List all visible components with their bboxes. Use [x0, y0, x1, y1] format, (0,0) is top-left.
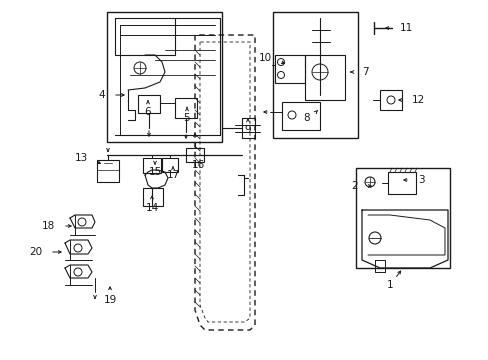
Text: 9: 9 [244, 125, 251, 135]
Text: 17: 17 [166, 170, 179, 180]
Text: 12: 12 [411, 95, 425, 105]
Bar [185, 148, 203, 162]
Bar [162, 158, 178, 172]
Text: 10: 10 [258, 53, 271, 63]
Text: 13: 13 [75, 153, 88, 163]
Bar [97, 160, 119, 182]
Bar [379, 90, 401, 110]
Bar [272, 12, 357, 138]
Text: 19: 19 [103, 295, 116, 305]
Text: 16: 16 [191, 160, 204, 170]
Text: 20: 20 [29, 247, 42, 257]
Bar [138, 95, 160, 113]
Text: 5: 5 [183, 113, 190, 123]
Text: 11: 11 [399, 23, 412, 33]
Text: 8: 8 [303, 113, 309, 123]
Text: 1: 1 [386, 280, 392, 290]
Bar [387, 172, 415, 194]
Text: 4: 4 [98, 90, 105, 100]
Text: 3: 3 [417, 175, 424, 185]
Bar [142, 158, 161, 173]
Bar [282, 102, 319, 130]
Bar [305, 55, 345, 100]
Bar [355, 168, 449, 268]
Text: 6: 6 [144, 107, 151, 117]
Text: 14: 14 [145, 203, 158, 213]
Text: 2: 2 [351, 181, 357, 191]
Text: 18: 18 [41, 221, 55, 231]
Bar [142, 188, 163, 206]
Bar [175, 98, 197, 118]
Bar [274, 55, 305, 83]
Bar [107, 12, 222, 142]
Text: 7: 7 [361, 67, 368, 77]
Text: 15: 15 [148, 167, 162, 177]
